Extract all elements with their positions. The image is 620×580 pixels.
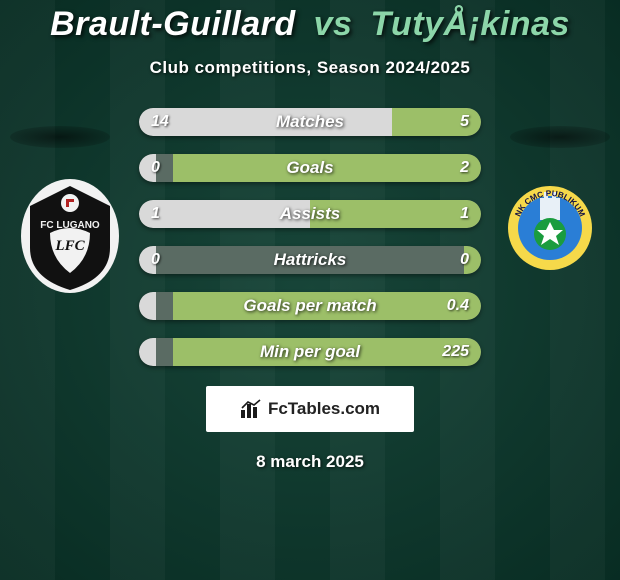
stat-row: 02Goals	[139, 154, 481, 182]
stats-list: 145Matches 02Goals 11Assists 00Hattricks 0.4…	[139, 108, 481, 366]
svg-text:1908: 1908	[62, 261, 78, 268]
svg-text:LFC: LFC	[54, 238, 85, 254]
stat-row: 11Assists	[139, 200, 481, 228]
brand-strong: Fc	[268, 399, 288, 418]
stat-label: Hattricks	[139, 246, 481, 274]
stat-row: 145Matches	[139, 108, 481, 136]
date-text: 8 march 2025	[0, 452, 620, 472]
comparison-title: Brault-Guillard vs TutyÅ¡kinas	[0, 5, 620, 44]
player2-name: TutyÅ¡kinas	[370, 5, 569, 43]
club-logo-right: NK CMC PUBLIKUM	[500, 178, 600, 294]
publikum-logo-icon: NK CMC PUBLIKUM	[500, 178, 600, 294]
stat-label: Goals per match	[139, 292, 481, 320]
player1-shadow	[10, 126, 110, 148]
stat-label: Goals	[139, 154, 481, 182]
stat-row: 225Min per goal	[139, 338, 481, 366]
player1-name: Brault-Guillard	[50, 5, 296, 43]
stat-label: Min per goal	[139, 338, 481, 366]
club-logo-left: FC LUGANO LFC 1908	[20, 178, 120, 294]
bar-chart-icon	[240, 399, 262, 419]
lugano-logo-icon: FC LUGANO LFC 1908	[20, 178, 120, 294]
stat-row: 0.4Goals per match	[139, 292, 481, 320]
player2-shadow	[510, 126, 610, 148]
vs-text: vs	[314, 5, 353, 43]
stat-label: Matches	[139, 108, 481, 136]
brand-text: FcTables.com	[268, 399, 380, 419]
subtitle: Club competitions, Season 2024/2025	[0, 58, 620, 78]
brand-card: FcTables.com	[206, 386, 414, 432]
brand-rest: Tables.com	[288, 399, 380, 418]
stat-label: Assists	[139, 200, 481, 228]
stat-row: 00Hattricks	[139, 246, 481, 274]
